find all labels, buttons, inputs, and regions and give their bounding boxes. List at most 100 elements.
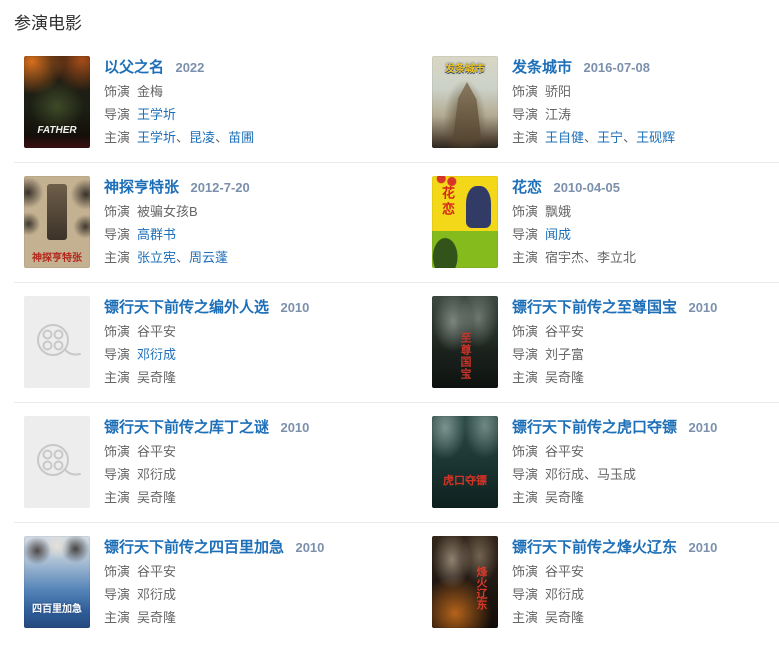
movie-info: 神探亨特张 2012-7-20 饰演 被骗女孩B 导演 高群书 主演 张立宪、周云蓬 — [104, 176, 250, 268]
credit-row-starring: 主演 吴奇隆 — [512, 490, 717, 506]
movie-poster[interactable]: 虎口夺镖 — [432, 416, 498, 508]
movie-card: 至尊国宝 镖行天下前传之至尊国宝 2010 饰演 谷平安 导演 刘子富 主演 吴奇隆 — [422, 296, 779, 388]
person-link[interactable]: 邓衍成 — [137, 347, 177, 362]
credit-row-director: 导演 邓衍成 — [104, 467, 309, 483]
person-link[interactable]: 王学圻 — [137, 130, 177, 145]
movie-info: 镖行天下前传之虎口夺镖 2010 饰演 谷平安 导演 邓衍成、马玉成 主演 吴奇隆 — [512, 416, 717, 508]
person-link[interactable]: 王学圻 — [137, 107, 177, 122]
poster-art-text: FATHER — [37, 125, 77, 136]
movie-card: 神探亨特张 神探亨特张 2012-7-20 饰演 被骗女孩B 导演 高群书 主演 张立宪、… — [14, 176, 422, 268]
credit-label: 导演 — [104, 467, 131, 482]
movie-poster[interactable]: 至尊国宝 — [432, 296, 498, 388]
movie-poster[interactable]: 花恋 — [432, 176, 498, 268]
credit-row-director: 导演 闻成 — [512, 227, 636, 243]
movie-row: 神探亨特张 神探亨特张 2012-7-20 饰演 被骗女孩B 导演 高群书 主演 张立宪、… — [14, 163, 779, 283]
movie-title-link[interactable]: 镖行天下前传之至尊国宝 — [512, 299, 678, 316]
person-name: 谷平安 — [137, 444, 177, 459]
movie-title-link[interactable]: 镖行天下前传之四百里加急 — [104, 539, 285, 556]
credit-label: 饰演 — [512, 204, 539, 219]
credit-row-role: 饰演 金梅 — [104, 84, 254, 100]
person-name: 谷平安 — [545, 324, 585, 339]
movie-card: FATHER 以父之名 2022 饰演 金梅 导演 王学圻 主演 王学圻、昆凌、苗圃 — [14, 56, 422, 148]
movie-card: 发条城市 发条城市 2016-07-08 饰演 骄阳 导演 江涛 主演 王自健、王宁、王砚… — [422, 56, 779, 148]
movie-title-line: 镖行天下前传之烽火辽东 2010 — [512, 538, 717, 557]
movie-info: 镖行天下前传之编外人选 2010 饰演 谷平安 导演 邓衍成 主演 吴奇隆 — [104, 296, 309, 388]
credit-row-director: 导演 江涛 — [512, 107, 675, 123]
movie-info: 镖行天下前传之烽火辽东 2010 饰演 谷平安 导演 邓衍成 主演 吴奇隆 — [512, 536, 717, 628]
movie-year: 2010 — [280, 420, 310, 435]
movie-title-link[interactable]: 镖行天下前传之烽火辽东 — [512, 539, 678, 556]
poster-art-text: 烽火辽东 — [475, 566, 487, 610]
movie-title-link[interactable]: 镖行天下前传之编外人选 — [104, 299, 270, 316]
person-name: 邓衍成 — [545, 467, 585, 482]
movie-info: 镖行天下前传之四百里加急 2010 饰演 谷平安 导演 邓衍成 主演 吴奇隆 — [104, 536, 324, 628]
movie-year: 2010 — [688, 420, 718, 435]
movie-poster[interactable]: 烽火辽东 — [432, 536, 498, 628]
movie-title-link[interactable]: 以父之名 — [104, 59, 165, 76]
person-name: 谷平安 — [137, 324, 177, 339]
credit-row-role: 饰演 谷平安 — [512, 564, 717, 580]
movie-grid: FATHER 以父之名 2022 饰演 金梅 导演 王学圻 主演 王学圻、昆凌、苗圃 发条… — [14, 34, 779, 642]
person-link[interactable]: 高群书 — [137, 227, 177, 242]
person-name: 宿宇杰 — [545, 250, 585, 265]
credit-row-starring: 主演 吴奇隆 — [104, 370, 309, 386]
movie-row: 镖行天下前传之库丁之谜 2010 饰演 谷平安 导演 邓衍成 主演 吴奇隆 虎口夺镖 镖行… — [14, 403, 779, 523]
person-link[interactable]: 王砚辉 — [636, 130, 676, 145]
movie-row: 四百里加急 镖行天下前传之四百里加急 2010 饰演 谷平安 导演 邓衍成 主演 吴奇隆 … — [14, 523, 779, 642]
credit-label: 导演 — [104, 347, 131, 362]
credit-label: 饰演 — [104, 84, 131, 99]
credit-row-starring: 主演 吴奇隆 — [512, 610, 717, 626]
person-link[interactable]: 王自健 — [545, 130, 585, 145]
credit-rows: 饰演 飘娥 导演 闻成 主演 宿宇杰、李立北 — [512, 204, 636, 266]
movie-title-link[interactable]: 镖行天下前传之虎口夺镖 — [512, 419, 678, 436]
credit-row-role: 饰演 谷平安 — [104, 324, 309, 340]
person-name: 江涛 — [545, 107, 572, 122]
credit-rows: 饰演 谷平安 导演 邓衍成 主演 吴奇隆 — [512, 564, 717, 626]
credit-label: 饰演 — [512, 324, 539, 339]
credit-row-director: 导演 高群书 — [104, 227, 250, 243]
credit-row-role: 饰演 谷平安 — [104, 564, 324, 580]
movie-title-link[interactable]: 花恋 — [512, 179, 543, 196]
poster-art-text: 神探亨特张 — [32, 253, 82, 264]
movie-info: 以父之名 2022 饰演 金梅 导演 王学圻 主演 王学圻、昆凌、苗圃 — [104, 56, 254, 148]
movie-title-line: 镖行天下前传之至尊国宝 2010 — [512, 298, 717, 317]
movie-title-link[interactable]: 神探亨特张 — [104, 179, 180, 196]
credit-label: 导演 — [512, 347, 539, 362]
poster-art-text: 虎口夺镖 — [443, 475, 487, 487]
person-link[interactable]: 闻成 — [545, 227, 572, 242]
movie-poster[interactable]: 发条城市 — [432, 56, 498, 148]
credit-label: 导演 — [104, 227, 131, 242]
movie-card: 镖行天下前传之库丁之谜 2010 饰演 谷平安导演 邓衍成主演 吴奇隆 — [14, 416, 422, 508]
person-link[interactable]: 王宁 — [597, 130, 624, 145]
movie-poster[interactable]: FATHER — [24, 56, 90, 148]
credit-rows: 饰演 骄阳 导演 江涛 主演 王自健、王宁、王砚辉 — [512, 84, 675, 146]
person-name: 刘子富 — [545, 347, 585, 362]
movie-year: 2010 — [688, 540, 718, 555]
credit-label: 饰演 — [104, 324, 131, 339]
movie-year: 2010 — [280, 300, 310, 315]
movie-title-link[interactable]: 发条城市 — [512, 59, 573, 76]
movie-title-link[interactable]: 镖行天下前传之库丁之谜 — [104, 419, 270, 436]
credit-label: 主演 — [104, 250, 131, 265]
film-reel-icon — [37, 444, 81, 476]
person-name: 吴奇隆 — [545, 490, 585, 505]
person-link[interactable]: 周云蓬 — [189, 250, 229, 265]
person-link[interactable]: 张立宪 — [137, 250, 177, 265]
credit-label: 主演 — [104, 130, 131, 145]
movie-poster[interactable]: 神探亨特张 — [24, 176, 90, 268]
credit-row-starring: 主演 吴奇隆 — [104, 490, 309, 506]
credit-label: 主演 — [512, 250, 539, 265]
movie-info: 花恋 2010-04-05 饰演 飘娥 导演 闻成 主演 宿宇杰、李立北 — [512, 176, 636, 268]
person-link[interactable]: 昆凌 — [189, 130, 216, 145]
movie-year: 2010 — [688, 300, 718, 315]
credit-label: 饰演 — [512, 564, 539, 579]
movie-poster[interactable]: 四百里加急 — [24, 536, 90, 628]
person-link[interactable]: 苗圃 — [228, 130, 255, 145]
credit-row-role: 饰演 谷平安 — [104, 444, 309, 460]
person-name: 骄阳 — [545, 84, 572, 99]
credit-label: 导演 — [104, 107, 131, 122]
credit-row-starring: 主演 王学圻、昆凌、苗圃 — [104, 130, 254, 146]
movie-title-line: 发条城市 2016-07-08 — [512, 58, 675, 77]
credit-row-starring: 主演 王自健、王宁、王砚辉 — [512, 130, 675, 146]
movie-info: 镖行天下前传之至尊国宝 2010 饰演 谷平安 导演 刘子富 主演 吴奇隆 — [512, 296, 717, 388]
